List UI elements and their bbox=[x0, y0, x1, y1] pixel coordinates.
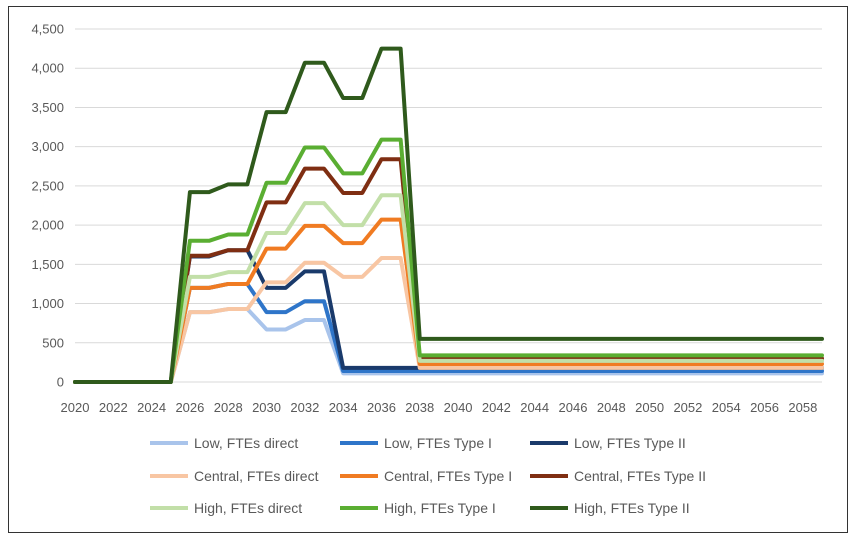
legend-item: High, FTEs direct bbox=[150, 500, 302, 516]
legend-label: High, FTEs direct bbox=[194, 500, 302, 516]
x-tick-label: 2050 bbox=[635, 400, 664, 415]
legend-label: Central, FTEs Type I bbox=[384, 468, 512, 484]
x-tick-label: 2026 bbox=[175, 400, 204, 415]
series-lines bbox=[73, 46, 824, 384]
series-line-central-ftes-type-i bbox=[73, 217, 824, 384]
x-tick-label: 2022 bbox=[99, 400, 128, 415]
legend-label: Low, FTEs direct bbox=[194, 435, 298, 451]
legend-label: Low, FTEs Type I bbox=[384, 435, 492, 451]
x-tick-label: 2048 bbox=[597, 400, 626, 415]
legend-item: Central, FTEs direct bbox=[150, 468, 319, 484]
legend-item: High, FTEs Type II bbox=[530, 500, 690, 516]
legend-label: Central, FTEs Type II bbox=[574, 468, 706, 484]
legend-label: Central, FTEs direct bbox=[194, 468, 319, 484]
legend-label: Low, FTEs Type II bbox=[574, 435, 686, 451]
legend: Low, FTEs direct Low, FTEs Type I Low, FTE… bbox=[150, 435, 706, 516]
x-tick-label: 2036 bbox=[367, 400, 396, 415]
x-axis-tick-labels: 2020 2022 2024 2026 2028 2030 2032 2034 2036 2038… bbox=[61, 400, 818, 415]
x-tick-label: 2030 bbox=[252, 400, 281, 415]
x-tick-label: 2056 bbox=[750, 400, 779, 415]
x-tick-label: 2038 bbox=[405, 400, 434, 415]
y-tick-label: 2,500 bbox=[31, 178, 64, 193]
x-tick-label: 2052 bbox=[673, 400, 702, 415]
x-tick-label: 2040 bbox=[444, 400, 473, 415]
x-tick-label: 2024 bbox=[137, 400, 166, 415]
gridlines bbox=[75, 28, 822, 383]
x-tick-label: 2028 bbox=[214, 400, 243, 415]
legend-item: Low, FTEs Type II bbox=[530, 435, 686, 451]
y-tick-label: 1,500 bbox=[31, 257, 64, 272]
legend-item: Low, FTEs Type I bbox=[340, 435, 492, 451]
y-tick-label: 3,000 bbox=[31, 139, 64, 154]
legend-item: Central, FTEs Type I bbox=[340, 468, 512, 484]
y-tick-label: 1,000 bbox=[31, 296, 64, 311]
series-line-high-ftes-direct bbox=[73, 193, 824, 384]
series-line-central-ftes-type-ii bbox=[73, 157, 824, 384]
y-tick-label: 2,000 bbox=[31, 218, 64, 233]
y-tick-label: 500 bbox=[42, 335, 64, 350]
y-tick-label: 4,500 bbox=[31, 22, 64, 37]
series-line-central-ftes-direct bbox=[73, 256, 824, 384]
legend-label: High, FTEs Type I bbox=[384, 500, 496, 516]
x-tick-label: 2020 bbox=[61, 400, 90, 415]
y-axis-tick-labels: 0 500 1,000 1,500 2,000 2,500 3,000 3,500 4,000 4… bbox=[31, 22, 64, 390]
x-tick-label: 2042 bbox=[482, 400, 511, 415]
x-tick-label: 2046 bbox=[559, 400, 588, 415]
x-tick-label: 2058 bbox=[788, 400, 817, 415]
legend-item: High, FTEs Type I bbox=[340, 500, 496, 516]
y-tick-label: 3,500 bbox=[31, 100, 64, 115]
series-line-high-ftes-type-ii bbox=[73, 46, 824, 384]
y-tick-label: 0 bbox=[57, 375, 64, 390]
x-tick-label: 2032 bbox=[290, 400, 319, 415]
legend-item: Low, FTEs direct bbox=[150, 435, 298, 451]
legend-label: High, FTEs Type II bbox=[574, 500, 690, 516]
series-line-high-ftes-type-i bbox=[73, 137, 824, 384]
x-tick-label: 2044 bbox=[520, 400, 549, 415]
y-tick-label: 4,000 bbox=[31, 61, 64, 76]
x-tick-label: 2054 bbox=[712, 400, 741, 415]
x-tick-label: 2034 bbox=[329, 400, 358, 415]
legend-item: Central, FTEs Type II bbox=[530, 468, 706, 484]
chart-frame bbox=[8, 6, 848, 533]
